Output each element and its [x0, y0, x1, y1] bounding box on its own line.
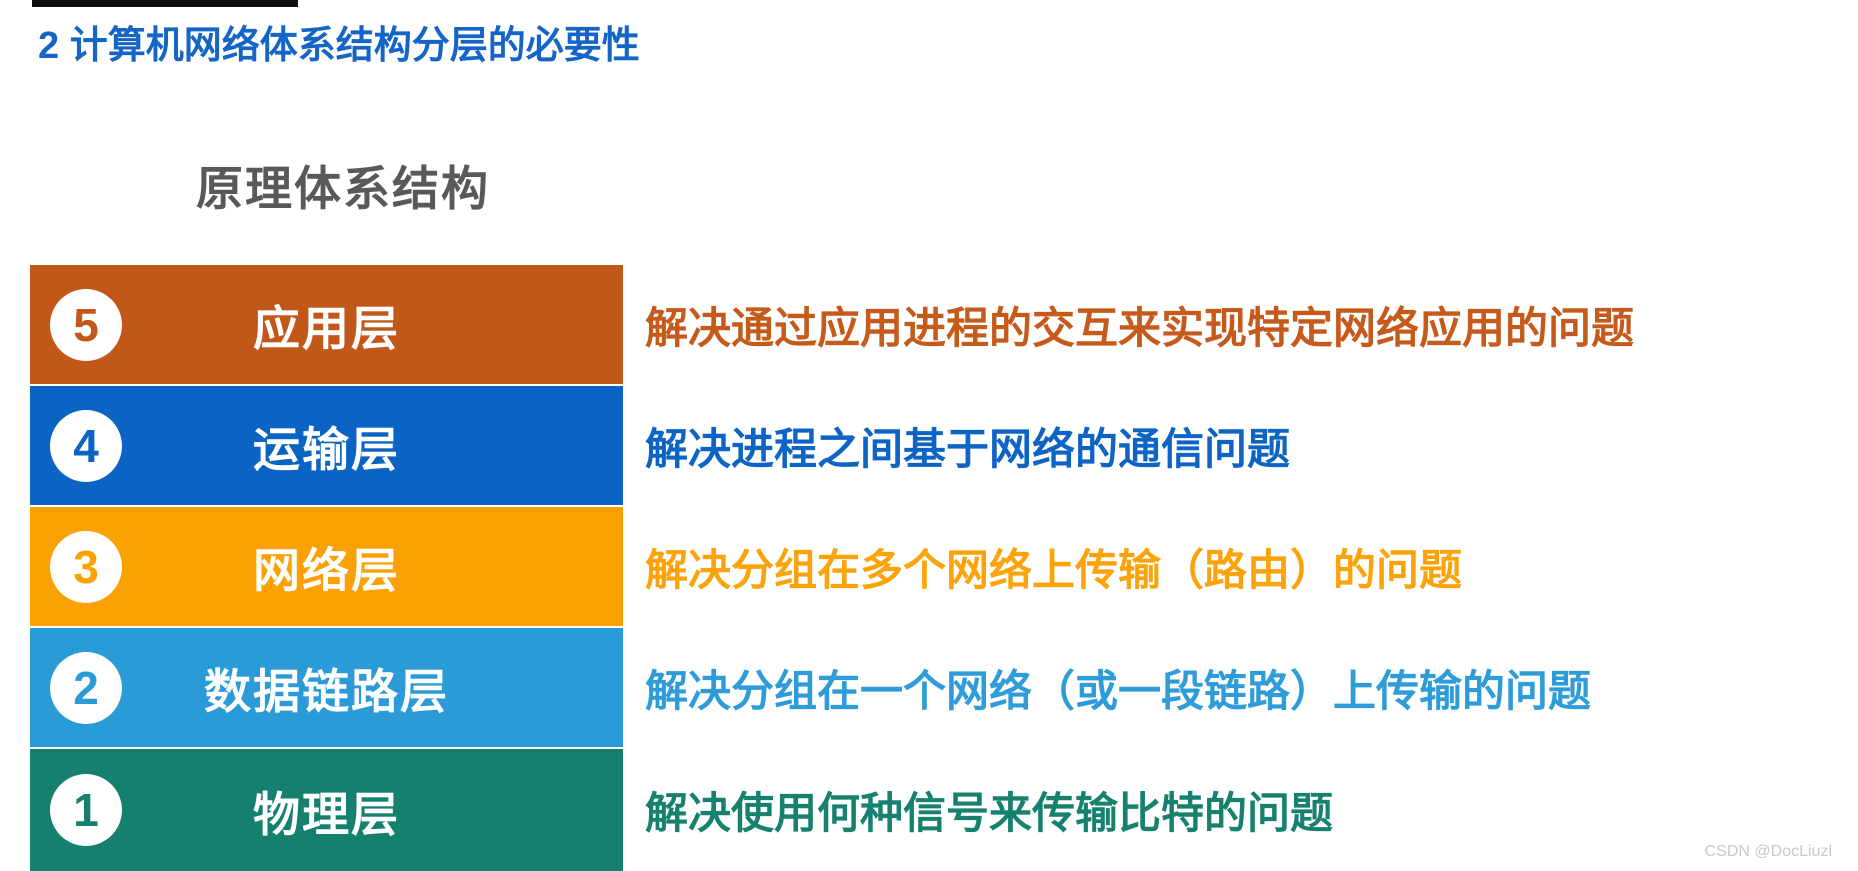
layer-number-badge: 2	[50, 651, 122, 724]
layer-row-application: 5 应用层 解决通过应用进程的交互来实现特定网络应用的问题	[0, 265, 1858, 384]
application-layer-bar: 5 应用层	[30, 265, 623, 384]
layer-number-badge: 3	[50, 530, 122, 603]
layer-description: 解决分组在一个网络（或一段链路）上传输的问题	[645, 667, 1591, 716]
layer-name-label: 网络层	[253, 544, 400, 597]
layer-name-label: 应用层	[253, 302, 400, 355]
layer-number-badge: 4	[50, 409, 122, 482]
layer-description: 解决通过应用进程的交互来实现特定网络应用的问题	[645, 304, 1634, 353]
page-title: 2 计算机网络体系结构分层的必要性	[38, 25, 640, 67]
top-black-strip	[32, 0, 298, 7]
layer-description: 解决进程之间基于网络的通信问题	[645, 425, 1290, 474]
layer-row-physical: 1 物理层 解决使用何种信号来传输比特的问题	[0, 749, 1858, 871]
physical-layer-bar: 1 物理层	[30, 749, 623, 871]
layer-name-label: 物理层	[253, 787, 400, 841]
layer-row-transport: 4 运输层 解决进程之间基于网络的通信问题	[0, 386, 1858, 505]
network-layer-bar: 3 网络层	[30, 507, 623, 626]
layer-number-badge: 1	[50, 774, 122, 846]
layer-description: 解决使用何种信号来传输比特的问题	[645, 790, 1333, 838]
layer-row-network: 3 网络层 解决分组在多个网络上传输（路由）的问题	[0, 507, 1858, 626]
csdn-watermark: CSDN @DocLiuzl	[1704, 843, 1832, 860]
layer-number-badge: 5	[50, 288, 122, 361]
layer-name-label: 运输层	[253, 423, 400, 476]
architecture-column-heading: 原理体系结构	[196, 162, 490, 215]
layer-row-datalink: 2 数据链路层 解决分组在一个网络（或一段链路）上传输的问题	[0, 628, 1858, 747]
layer-name-label: 数据链路层	[204, 665, 449, 718]
transport-layer-bar: 4 运输层	[30, 386, 623, 505]
datalink-layer-bar: 2 数据链路层	[30, 628, 623, 747]
layer-description: 解决分组在多个网络上传输（路由）的问题	[645, 546, 1462, 595]
